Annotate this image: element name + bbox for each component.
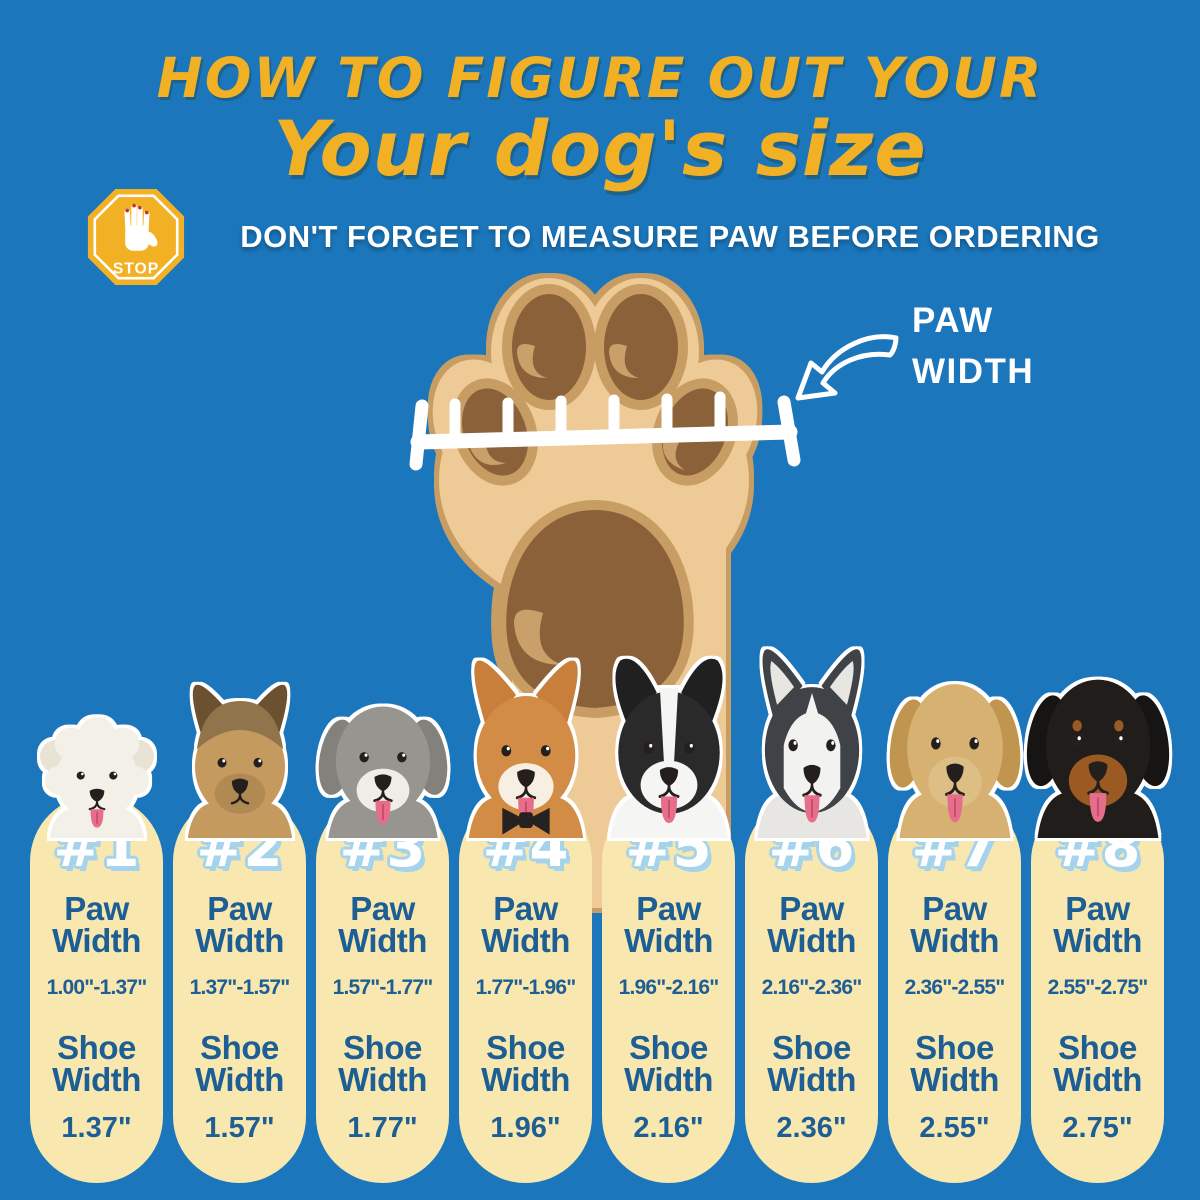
paw-width-range: 2.36"-2.55": [904, 975, 1006, 999]
shoe-width-value: 1.77": [347, 1112, 418, 1145]
paw-width-callout-line2: WIDTH: [912, 351, 1035, 391]
paw-width-range: 2.55"-2.75": [1047, 975, 1149, 999]
dog-shiba-inu: [457, 648, 595, 838]
dog-siberian-husky: [746, 636, 878, 838]
shoe-width-label: Shoe Width: [767, 1028, 856, 1098]
shoe-width-label: Shoe Width: [481, 1028, 570, 1098]
paw-width-label: Paw Width: [767, 890, 856, 960]
stop-sign-icon: STOP: [87, 188, 185, 286]
paw-width-label: Paw Width: [910, 890, 999, 960]
dog-border-collie: [598, 642, 740, 838]
paw-width-range: 1.57"-1.77": [332, 975, 434, 999]
paw-width-range: 1.77"-1.96": [475, 975, 577, 999]
paw-width-range: 1.37"-1.57": [189, 975, 291, 999]
page-title-line2: Your dog's size: [273, 104, 927, 193]
shoe-width-label: Shoe Width: [338, 1028, 427, 1098]
paw-width-label: Paw Width: [338, 890, 427, 960]
shoe-width-value: 2.55": [919, 1112, 990, 1145]
size-column-4: #4 Paw Width 1.77"-1.96" Shoe Width 1.96…: [459, 795, 592, 1183]
dog-yorkshire-terrier: [177, 674, 303, 838]
page-title-line1: HOW TO FIGURE OUT YOUR: [156, 46, 1044, 110]
shoe-width-value: 1.37": [61, 1112, 132, 1145]
measure-reminder-text: DON'T FORGET TO MEASURE PAW BEFORE ORDER…: [240, 219, 1100, 254]
size-column-2: #2 Paw Width 1.37"-1.57" Shoe Width 1.57…: [173, 795, 306, 1183]
measuring-ruler: [409, 391, 801, 471]
size-column-5: #5 Paw Width 1.96"-2.16" Shoe Width 2.16…: [602, 795, 735, 1183]
shoe-width-value: 2.75": [1062, 1112, 1133, 1145]
size-column-1: #1 Paw Width 1.00"-1.37" Shoe Width 1.37…: [30, 795, 163, 1183]
paw-width-label: Paw Width: [1053, 890, 1142, 960]
size-column-6: #6 Paw Width 2.16"-2.36" Shoe Width 2.36…: [745, 795, 878, 1183]
paw-width-label: Paw Width: [481, 890, 570, 960]
shoe-width-value: 1.96": [490, 1112, 561, 1145]
size-column-3: #3 Paw Width 1.57"-1.77" Shoe Width 1.77…: [316, 795, 449, 1183]
dog-bearded-collie: [317, 662, 449, 838]
size-column-8: #8 Paw Width 2.55"-2.75" Shoe Width 2.75…: [1031, 795, 1164, 1183]
paw-width-callout: PAW WIDTH: [912, 296, 1034, 398]
shoe-width-label: Shoe Width: [910, 1028, 999, 1098]
paw-width-callout-line1: PAW: [912, 301, 994, 340]
dog-rottweiler: [1025, 626, 1171, 838]
size-column-7: #7 Paw Width 2.36"-2.55" Shoe Width 2.55…: [888, 795, 1021, 1183]
stop-label: STOP: [113, 260, 159, 277]
shoe-width-label: Shoe Width: [1053, 1028, 1142, 1098]
dog-bichon-frise: [39, 702, 154, 838]
dog-golden-retriever: [888, 632, 1022, 838]
shoe-width-value: 2.36": [776, 1112, 847, 1145]
curved-arrow-icon: [795, 334, 899, 401]
paw-width-range: 1.96"-2.16": [618, 975, 720, 999]
shoe-width-value: 1.57": [204, 1112, 275, 1145]
shoe-width-label: Shoe Width: [195, 1028, 284, 1098]
shoe-width-value: 2.16": [633, 1112, 704, 1145]
paw-width-range: 1.00"-1.37": [46, 975, 148, 999]
paw-width-label: Paw Width: [52, 890, 141, 960]
hand-icon: [124, 203, 158, 251]
paw-width-label: Paw Width: [195, 890, 284, 960]
toe-pads: [452, 284, 738, 486]
paw-width-range: 2.16"-2.36": [761, 975, 863, 999]
paw-width-label: Paw Width: [624, 890, 713, 960]
main-pad: [496, 499, 694, 719]
shoe-width-label: Shoe Width: [52, 1028, 141, 1098]
shoe-width-label: Shoe Width: [624, 1028, 713, 1098]
